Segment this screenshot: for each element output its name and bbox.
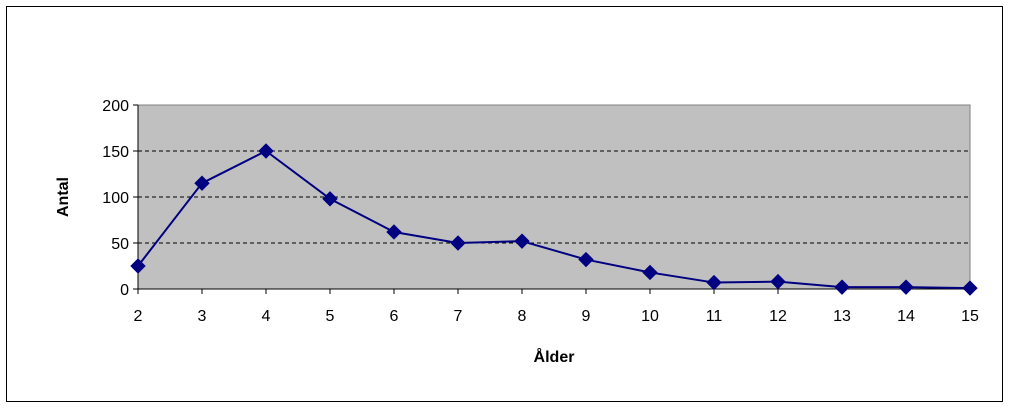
- x-tick-label: 11: [706, 308, 723, 325]
- x-tick-label: 13: [833, 308, 851, 325]
- x-tick-label: 6: [390, 308, 399, 325]
- x-tick-label: 2: [134, 308, 143, 325]
- x-axis-title: Ålder: [534, 347, 575, 366]
- x-tick-label: 7: [454, 308, 463, 325]
- x-tick-label: 5: [326, 308, 335, 325]
- y-axis-title: Antal: [55, 177, 72, 217]
- y-tick-label: 100: [102, 190, 129, 207]
- x-tick-label: 8: [518, 308, 527, 325]
- x-tick-label: 10: [641, 308, 659, 325]
- x-tick-label: 12: [769, 308, 787, 325]
- x-tick-label: 15: [961, 308, 979, 325]
- x-tick-labels: 2 3 4 5 6 7 8 9 10 11 12 13 14 15: [134, 308, 979, 325]
- y-tick-labels: 0 50 100 150 200: [102, 98, 129, 299]
- y-tick-label: 150: [102, 144, 129, 161]
- y-tick-label: 0: [120, 282, 129, 299]
- x-tick-label: 9: [582, 308, 591, 325]
- y-tick-label: 50: [111, 236, 129, 253]
- y-tick-label: 200: [102, 98, 129, 115]
- x-tick-label: 14: [897, 308, 915, 325]
- x-tick-label: 4: [262, 308, 271, 325]
- x-tick-label: 3: [198, 308, 207, 325]
